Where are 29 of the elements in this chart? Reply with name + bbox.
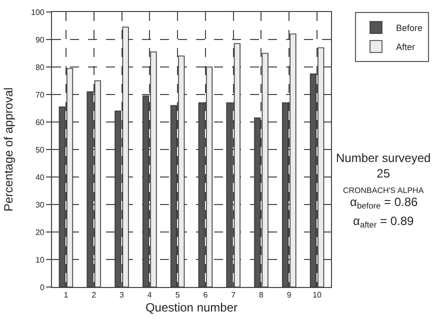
- x-axis-title: Question number: [145, 300, 238, 314]
- y-axis-title: Percentage of approval: [1, 87, 16, 212]
- x-tick-label: 8: [259, 290, 264, 300]
- y-tick-label: 60: [35, 118, 45, 127]
- y-tick-label: 100: [31, 8, 45, 17]
- x-tick-label: 1: [64, 290, 69, 300]
- y-tick-label: 80: [35, 62, 45, 72]
- y-tick-label: 10: [35, 255, 45, 264]
- x-tick-label: 4: [147, 290, 152, 300]
- y-tick-label: 30: [35, 200, 45, 210]
- y-tick-label: 70: [35, 90, 45, 100]
- x-tick-label: 9: [286, 290, 292, 300]
- x-tick-label: 10: [312, 290, 322, 300]
- y-tick-label: 0: [40, 282, 45, 292]
- x-tick-label: 5: [175, 290, 180, 300]
- y-tick-label: 40: [35, 172, 45, 182]
- text: Number surveyed 25: [336, 151, 431, 181]
- y-tick-label: 90: [35, 35, 45, 44]
- x-tick-label: 7: [231, 290, 236, 300]
- y-tick-label: 50: [35, 145, 45, 154]
- text: α$_{before}$ = 0.86: [350, 195, 418, 211]
- legend-label: After: [396, 42, 416, 52]
- text: CRONBACH'S ALPHA: [343, 186, 424, 195]
- y-tick-label: 20: [35, 228, 45, 237]
- x-tick-label: 2: [92, 290, 97, 300]
- x-tick-label: 6: [203, 290, 208, 300]
- legend-label: Before: [396, 23, 423, 34]
- x-tick-label: 3: [120, 290, 125, 300]
- text: α$_{after}$ = 0.89: [353, 214, 414, 230]
